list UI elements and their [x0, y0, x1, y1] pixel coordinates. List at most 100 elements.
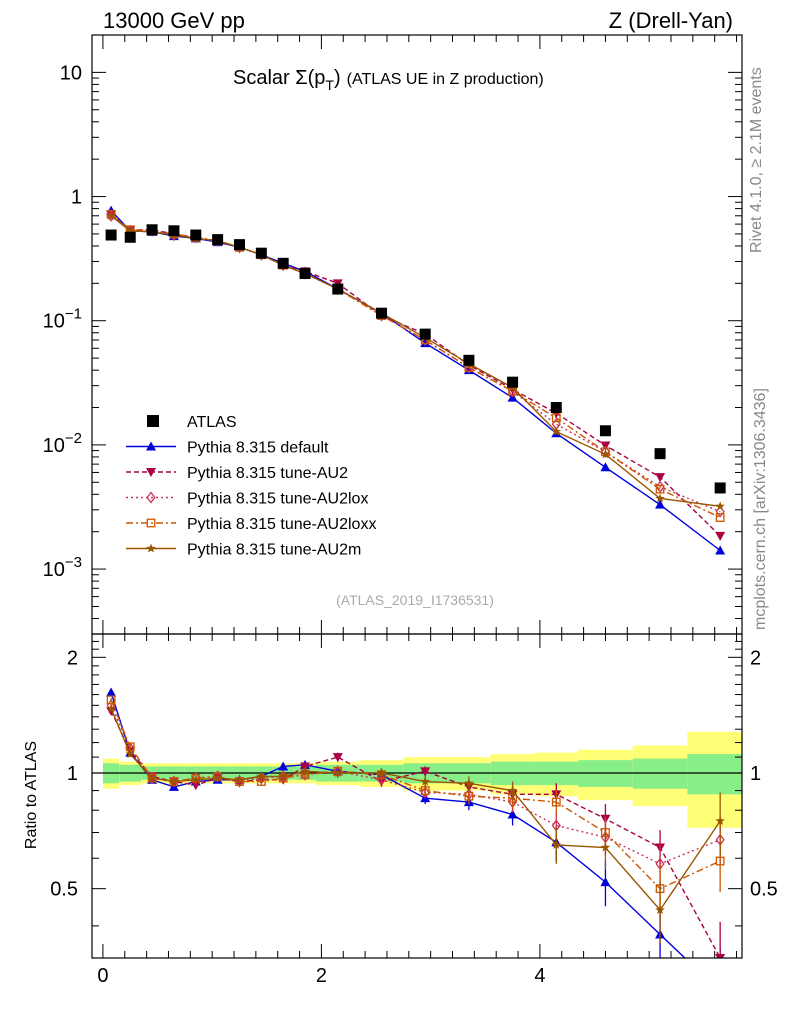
y-tick-label: 10−2 — [43, 430, 82, 457]
marker-diamond — [600, 445, 611, 458]
marker-star — [600, 449, 611, 459]
marker-diamond — [300, 768, 310, 781]
marker-star — [106, 703, 116, 713]
marker-star — [715, 501, 725, 511]
ratio-ylabel: Ratio to ATLAS — [23, 741, 40, 849]
marker-data-square — [255, 247, 267, 259]
ratio-series-layer — [106, 687, 726, 958]
marker-data-square — [124, 231, 136, 243]
marker-star — [376, 767, 387, 778]
y-tick-label: 10 — [60, 62, 82, 84]
marker-star — [191, 774, 201, 784]
marker-triangle-down — [420, 767, 431, 777]
legend-label-1: Pythia 8.315 tune-AU2 — [187, 465, 348, 482]
marker-star — [551, 426, 562, 436]
marker-diamond — [146, 491, 156, 504]
marker-data-square — [146, 224, 158, 236]
marker-star — [333, 767, 343, 778]
energy-label: 13000 GeV pp — [103, 8, 245, 33]
rivet-label: Rivet 4.1.0, ≥ 2.1M events — [748, 67, 765, 253]
legend-label-data: ATLAS — [187, 414, 237, 431]
marker-square — [551, 797, 561, 807]
marker-triangle-up — [106, 687, 117, 697]
marker-square — [464, 791, 474, 801]
marker-triangle-down — [106, 706, 117, 716]
ratio-tick-label: 1 — [67, 763, 78, 785]
marker-data-square — [599, 425, 611, 437]
marker-data-square — [190, 229, 202, 241]
axes-layer: 10−3 10−2 10−1 1 10 0 2 4 0.5 0.5 1 1 2 2 — [43, 34, 778, 987]
marker-triangle-up — [715, 545, 726, 555]
legend: ATLAS Pythia 8.315 default Pythia 8.315 tu… — [126, 414, 376, 559]
marker-diamond — [420, 786, 430, 799]
marker-diamond — [106, 209, 116, 222]
marker-data-square — [299, 268, 311, 280]
marker-data-square — [507, 376, 519, 388]
legend-label-0: Pythia 8.315 default — [187, 440, 329, 457]
x-tick-label: 2 — [316, 965, 327, 987]
analysis-id: (ATLAS_2019_I1736531) — [336, 592, 494, 608]
band-green — [632, 758, 688, 789]
marker-square — [655, 484, 665, 494]
marker-data-square — [419, 328, 431, 340]
ratio-tick-label: 2 — [67, 647, 78, 669]
marker-star — [551, 839, 562, 849]
marker-square — [715, 856, 725, 866]
y-tick-label: 10−1 — [43, 306, 82, 333]
marker-triangle-up — [420, 338, 431, 348]
marker-star — [600, 842, 611, 852]
y-tick-label: 10−3 — [43, 554, 82, 581]
ratio-series-clipped — [106, 687, 726, 958]
legend-label-4: Pythia 8.315 tune-AU2m — [187, 542, 361, 559]
marker-data-square — [550, 402, 562, 414]
marker-data-square — [654, 448, 666, 460]
marker-star — [420, 776, 430, 786]
x-tick-label: 0 — [97, 965, 108, 987]
marker-star — [256, 771, 267, 781]
marker-square — [106, 695, 116, 705]
ratio-tick-label: 0.5 — [50, 879, 78, 901]
marker-star — [507, 785, 518, 795]
marker-star — [147, 773, 157, 783]
process-label: Z (Drell-Yan) — [609, 8, 733, 33]
marker-diamond — [147, 771, 157, 785]
marker-star — [125, 225, 135, 235]
marker-data-square — [212, 234, 224, 246]
marker-square — [146, 518, 156, 528]
marker-data-square — [147, 415, 159, 427]
marker-star — [655, 904, 665, 915]
marker-diamond — [213, 770, 223, 783]
ratio-tick-label-right: 1 — [750, 763, 761, 785]
marker-diamond — [169, 775, 179, 788]
marker-star — [169, 776, 179, 786]
marker-triangle-down — [715, 954, 726, 958]
ratio-tick-label-right: 2 — [750, 647, 761, 669]
marker-data-square — [375, 307, 387, 319]
marker-data-square — [277, 257, 289, 269]
marker-star — [106, 210, 116, 220]
mcplots-label: mcplots.cern.ch [arXiv:1306.3436] — [752, 388, 769, 630]
marker-data-square — [332, 283, 344, 295]
marker-triangle-up — [278, 761, 289, 771]
marker-triangle-up — [600, 462, 611, 472]
marker-square — [551, 413, 561, 423]
marker-star — [146, 543, 156, 553]
marker-star — [464, 778, 474, 788]
marker-star — [212, 773, 223, 783]
marker-triangle-up — [655, 499, 666, 509]
ratio-frame — [91, 633, 743, 959]
marker-star — [715, 816, 725, 826]
marker-data-square — [463, 354, 475, 366]
marker-data-square — [168, 225, 180, 237]
marker-square — [715, 513, 725, 522]
marker-data-square — [105, 229, 117, 241]
marker-star — [125, 749, 135, 759]
ratio-tick-label-right: 0.5 — [750, 879, 778, 901]
marker-triangle-up — [507, 809, 518, 819]
series-ratio-4 — [106, 703, 725, 944]
marker-star — [278, 771, 288, 781]
legend-label-3: Pythia 8.315 tune-AU2loxx — [187, 516, 376, 533]
